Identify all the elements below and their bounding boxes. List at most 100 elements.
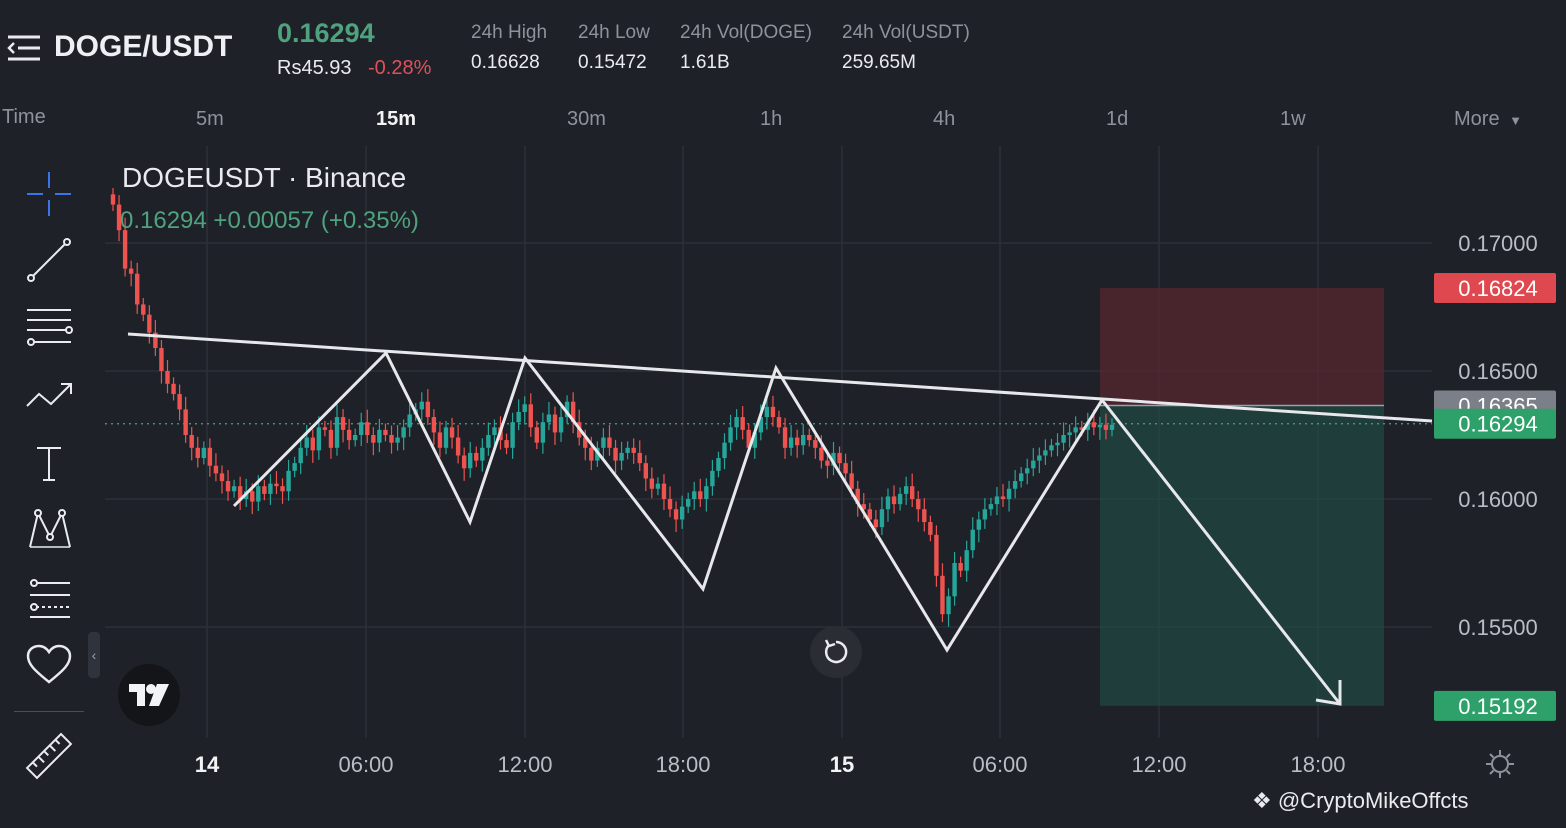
ruler-icon[interactable] — [18, 728, 80, 784]
candle-body — [770, 406, 776, 418]
candle-body — [504, 440, 509, 448]
candle-body — [861, 504, 866, 510]
candle-body — [352, 435, 358, 441]
candle-body — [589, 447, 594, 461]
stat-24h-low: 24h Low 0.15472 — [578, 22, 650, 74]
candle-body — [262, 486, 267, 494]
candle-body — [776, 417, 782, 428]
tab-5m[interactable]: 5m — [196, 108, 224, 130]
candle-body — [528, 404, 533, 428]
settings-icon[interactable] — [1484, 748, 1516, 780]
candle-body — [225, 481, 231, 492]
timeframe-bar: Time 5m 15m 30m 1h 4h 1d 1w More ▼ — [0, 100, 1566, 144]
more-dropdown[interactable]: More ▼ — [1454, 108, 1522, 131]
candle-body — [1037, 455, 1042, 461]
stat-label: 24h Vol(USDT) — [842, 22, 970, 43]
toolbar-divider — [14, 711, 84, 712]
candle-body — [110, 194, 116, 205]
candle-body — [1073, 427, 1078, 433]
candle-body — [855, 488, 860, 505]
candle-body — [534, 427, 540, 443]
horizontal-lines-icon[interactable] — [18, 298, 80, 354]
price-label-box — [1434, 690, 1556, 721]
candle-body — [122, 230, 128, 269]
candle-body — [704, 486, 709, 499]
candle-body — [231, 486, 237, 492]
text-icon[interactable] — [18, 436, 80, 492]
stat-24h-vol-usdt: 24h Vol(USDT) 259.65M — [842, 22, 970, 74]
pattern-icon[interactable] — [18, 368, 80, 424]
tradingview-logo[interactable] — [118, 664, 180, 726]
xabcd-pattern-icon[interactable] — [18, 502, 80, 558]
candle-body — [970, 529, 975, 551]
candle-body — [885, 496, 891, 510]
ticker-header: DOGE/USDT 0.16294 Rs45.93 -0.28% 24h Hig… — [0, 0, 1566, 100]
candle-body — [522, 404, 527, 412]
tab-1h[interactable]: 1h — [760, 108, 783, 130]
price-label-stop-loss: 0.16824 — [1458, 276, 1538, 301]
candle-body — [135, 273, 140, 305]
candle-body — [474, 452, 479, 461]
chart-legend-symbol: DOGEUSDT · Binance — [122, 162, 407, 193]
candle-body — [1000, 496, 1006, 499]
zigzag-pattern-line — [232, 350, 1342, 705]
time-tick-label: 12:00 — [1131, 752, 1186, 777]
last-price: 0.16294 — [277, 18, 375, 48]
candle-body — [207, 447, 213, 466]
menu-icon[interactable] — [6, 34, 44, 64]
candle-body — [437, 432, 443, 448]
tab-1w[interactable]: 1w — [1280, 108, 1306, 130]
candle-body — [897, 493, 903, 505]
stat-value: 259.65M — [842, 52, 916, 73]
reset-chart-icon[interactable] — [810, 626, 862, 678]
candle-body — [710, 470, 715, 487]
candle-body — [1085, 422, 1090, 430]
watermark: ❖ @CryptoMikeOffcts — [1252, 788, 1468, 814]
candle-body — [1067, 432, 1072, 435]
candle-body — [1006, 488, 1012, 499]
time-tick-label: 18:00 — [655, 752, 710, 777]
time-tick-label: 18:00 — [1290, 752, 1345, 777]
candle-body — [340, 417, 346, 430]
candle-body — [486, 435, 491, 448]
candle-body — [304, 437, 309, 448]
candle-body — [1061, 435, 1066, 443]
candle-body — [359, 422, 364, 435]
collapse-toolbar-button[interactable]: ‹ — [88, 632, 100, 678]
candle-body — [377, 429, 382, 443]
candle-body — [407, 414, 412, 428]
tab-30m[interactable]: 30m — [567, 108, 606, 130]
candle-body — [625, 447, 630, 453]
candle-body — [922, 509, 927, 523]
candle-body — [1012, 481, 1018, 489]
heart-icon[interactable] — [18, 636, 80, 692]
candle-body — [195, 447, 200, 459]
crosshair-icon[interactable] — [18, 166, 80, 222]
candle-body — [583, 437, 588, 448]
chart-legend-change: 0.16294 +0.00057 (+0.35%) — [120, 207, 419, 234]
pair-title[interactable]: DOGE/USDT — [54, 30, 233, 63]
candle-body — [365, 422, 370, 435]
candle-body — [728, 427, 733, 443]
tab-4h[interactable]: 4h — [933, 108, 956, 130]
tab-15m[interactable]: 15m — [376, 108, 417, 130]
candle-body — [455, 437, 461, 456]
candle-body — [891, 496, 897, 505]
candle-body — [256, 486, 261, 502]
candle-body — [994, 496, 1000, 505]
trendline-icon[interactable] — [18, 232, 80, 288]
candle-body — [147, 314, 152, 333]
price-tick-label: 0.16500 — [1458, 359, 1538, 384]
candle-body — [879, 509, 885, 528]
candle-body — [631, 447, 636, 453]
candle-body — [558, 417, 564, 433]
candle-body — [213, 465, 219, 474]
candle-body — [1043, 450, 1048, 456]
tab-1d[interactable]: 1d — [1106, 108, 1129, 130]
candle-body — [159, 347, 164, 371]
candle-body — [794, 437, 800, 446]
fib-icon[interactable] — [18, 570, 80, 626]
stat-label: 24h High — [471, 22, 548, 43]
fiat-price: Rs45.93 — [277, 57, 352, 79]
